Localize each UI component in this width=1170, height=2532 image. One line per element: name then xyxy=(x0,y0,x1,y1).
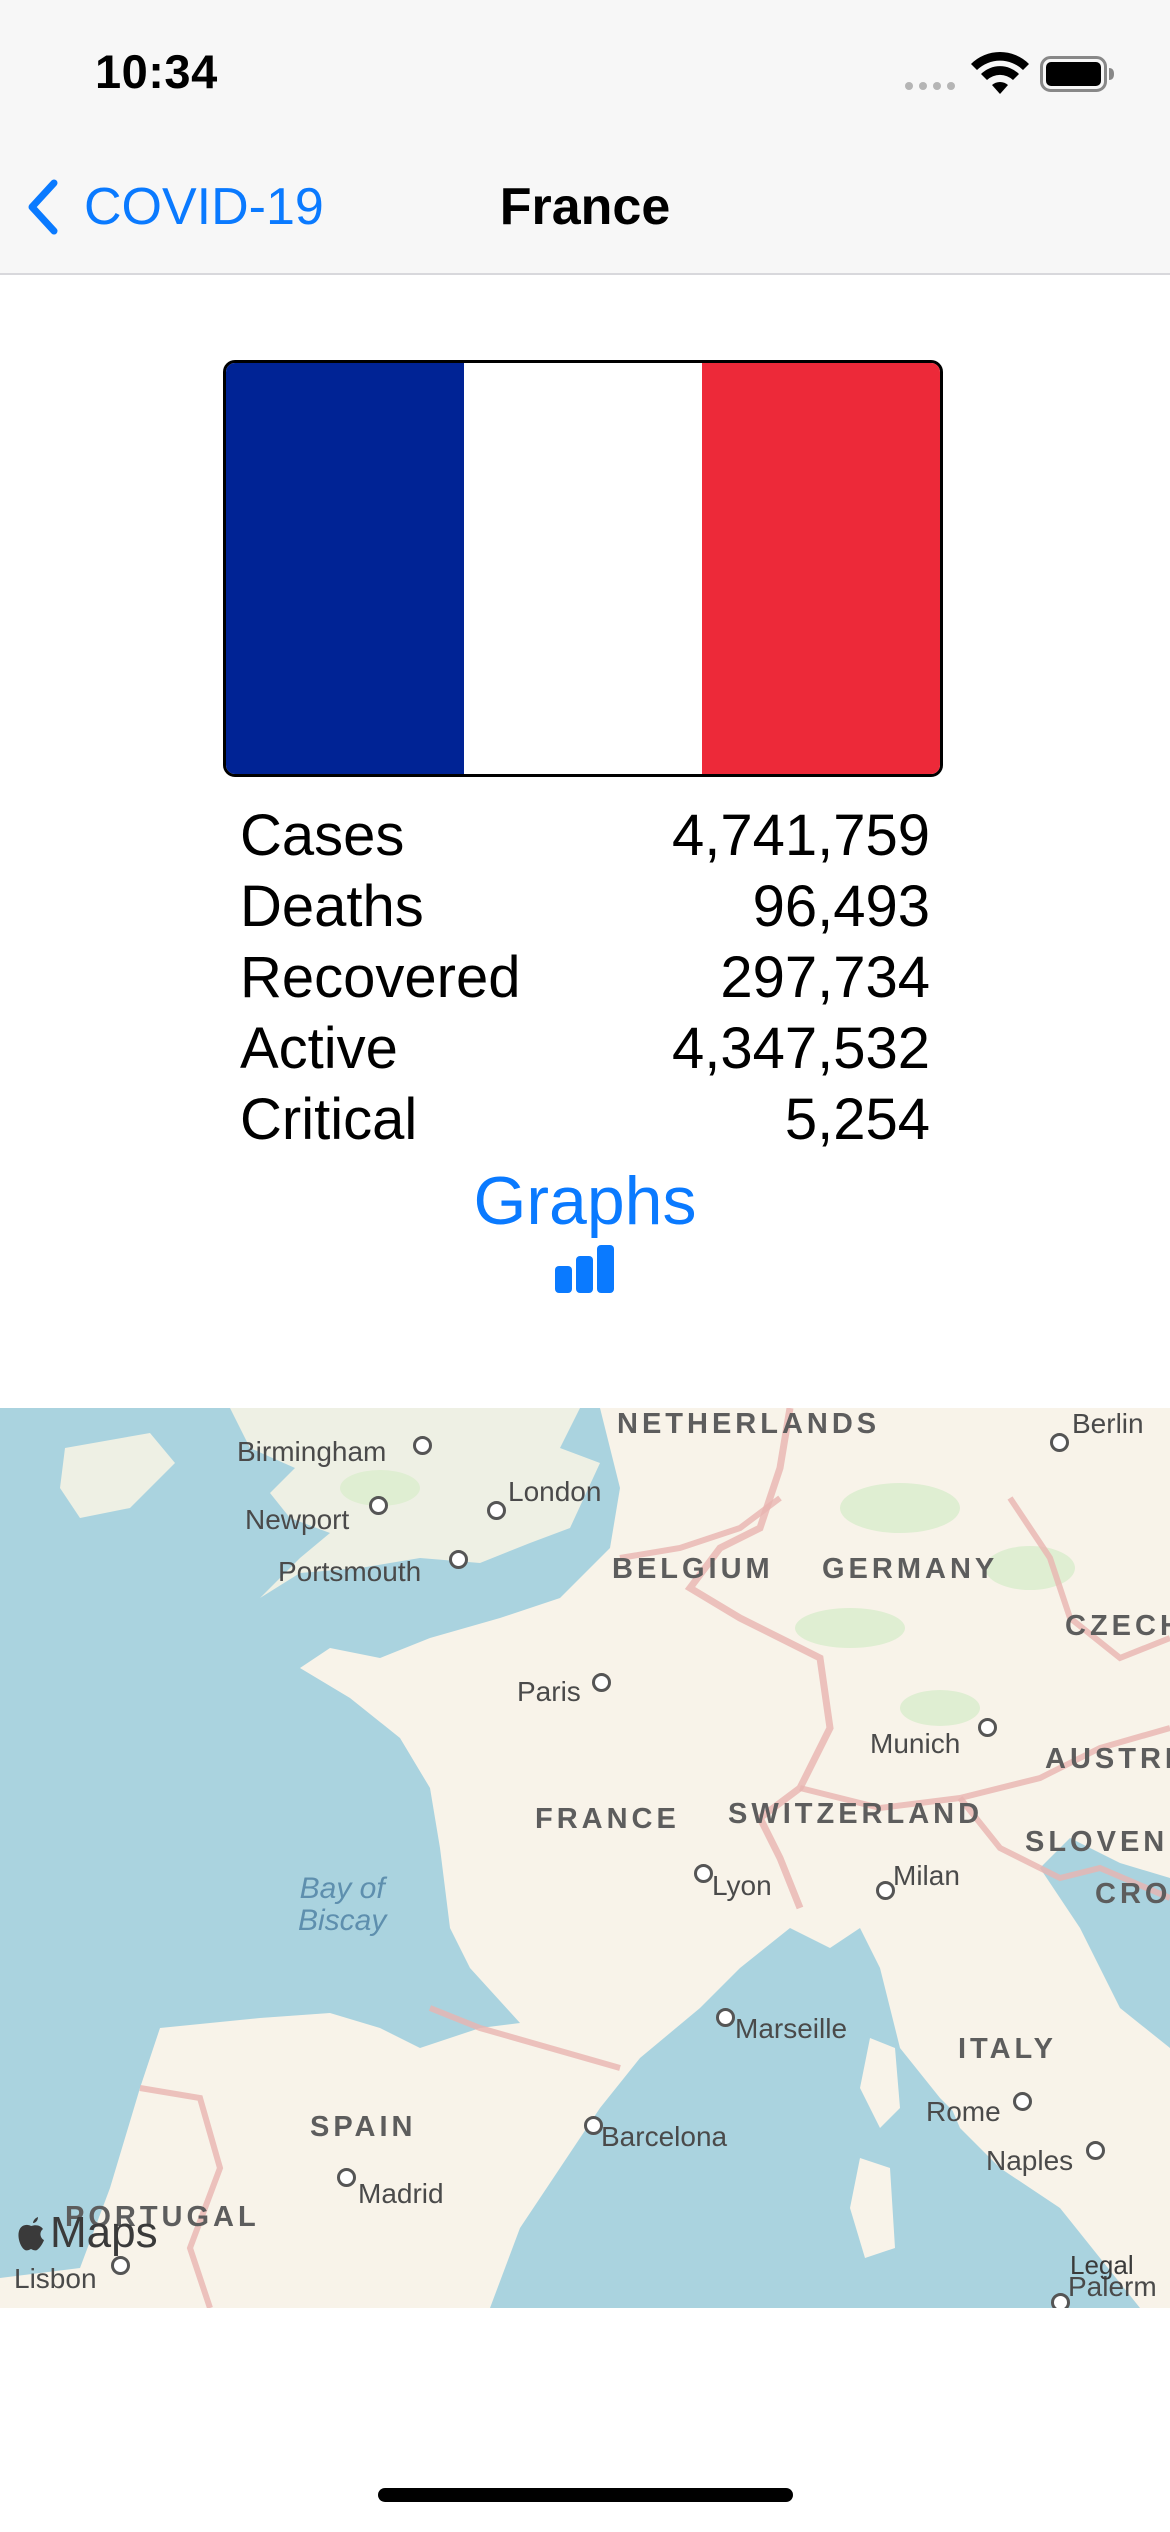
battery-icon xyxy=(1040,56,1114,92)
city-marker-portsmouth xyxy=(449,1550,468,1569)
stat-row-deaths: Deaths 96,493 xyxy=(240,871,930,942)
stat-value: 297,734 xyxy=(720,945,930,1010)
stat-row-recovered: Recovered 297,734 xyxy=(240,942,930,1013)
home-indicator[interactable] xyxy=(378,2488,793,2502)
country-flag xyxy=(223,360,943,777)
city-marker-milan xyxy=(876,1881,895,1900)
map-label-newport: Newport xyxy=(245,1504,350,1535)
map-label-lyon: Lyon xyxy=(712,1870,772,1901)
city-marker-palermo xyxy=(1051,2293,1070,2308)
map-label-portugal: PORTUGAL xyxy=(65,2201,260,2233)
map-label-munich: Munich xyxy=(870,1728,961,1759)
map-terrain xyxy=(0,1408,1170,2308)
flag-stripe-red xyxy=(702,363,940,774)
navigation-bar: COVID-19 France xyxy=(0,142,1170,275)
map-view[interactable]: NETHERLANDS BELGIUM GERMANY CZECH AUSTRI… xyxy=(0,1408,1170,2308)
graphs-button[interactable]: Graphs xyxy=(0,1158,1170,1299)
stat-value: 96,493 xyxy=(752,874,930,939)
water-label-line-1: Bay of xyxy=(299,1872,385,1905)
map-label-bay-of-biscay: Bay of Biscay xyxy=(298,1873,386,1937)
flag-stripe-white xyxy=(464,363,702,774)
wifi-icon xyxy=(971,51,1029,94)
maps-logo: Maps xyxy=(14,2208,158,2258)
stat-value: 5,254 xyxy=(784,1087,930,1152)
flag-stripe-blue xyxy=(226,363,464,774)
status-time: 10:34 xyxy=(95,45,218,98)
city-marker-lisbon xyxy=(111,2256,130,2275)
map-label-croatia: CROA xyxy=(1095,1878,1170,1910)
stat-label: Cases xyxy=(240,803,405,868)
stat-label: Active xyxy=(240,1016,398,1081)
water-label-line-2: Biscay xyxy=(298,1904,387,1937)
map-label-palermo: Palerm xyxy=(1068,2271,1157,2302)
chevron-left-icon xyxy=(28,179,58,235)
stat-label: Critical xyxy=(240,1087,418,1152)
city-marker-munich xyxy=(978,1718,997,1737)
stat-value: 4,347,532 xyxy=(671,1016,930,1081)
map-label-milan: Milan xyxy=(893,1860,960,1891)
city-marker-rome xyxy=(1013,2092,1032,2111)
map-label-berlin: Berlin xyxy=(1072,1408,1144,1439)
map-label-madrid: Madrid xyxy=(358,2178,444,2209)
map-label-netherlands: NETHERLANDS xyxy=(617,1408,881,1440)
map-label-italy: ITALY xyxy=(958,2033,1057,2065)
city-marker-london xyxy=(487,1501,506,1520)
map-label-barcelona: Barcelona xyxy=(601,2121,728,2152)
map-label-czech: CZECH xyxy=(1065,1610,1170,1642)
city-marker-birmingham xyxy=(413,1436,432,1455)
city-marker-lyon xyxy=(694,1864,713,1883)
map-label-belgium: BELGIUM xyxy=(612,1553,774,1585)
back-button[interactable]: COVID-19 xyxy=(24,172,324,242)
map-label-austria: AUSTRI xyxy=(1045,1743,1170,1775)
status-bar: 10:34 xyxy=(0,0,1170,142)
map-label-germany: GERMANY xyxy=(822,1553,999,1585)
map-label-marseille: Marseille xyxy=(735,2013,848,2044)
city-marker-paris xyxy=(592,1673,611,1692)
city-marker-barcelona xyxy=(584,2116,603,2135)
map-label-birmingham: Birmingham xyxy=(237,1436,387,1467)
city-marker-berlin xyxy=(1050,1433,1069,1452)
stat-row-active: Active 4,347,532 xyxy=(240,1013,930,1084)
page-title: France xyxy=(499,178,671,236)
apple-logo-icon xyxy=(18,2217,44,2251)
stat-row-cases: Cases 4,741,759 xyxy=(240,800,930,871)
cellular-signal-icon xyxy=(905,82,955,90)
map-label-portsmouth: Portsmouth xyxy=(278,1556,422,1587)
map-label-lisbon: Lisbon xyxy=(14,2263,97,2294)
map-label-rome: Rome xyxy=(926,2096,1001,2127)
map-label-spain: SPAIN xyxy=(310,2111,417,2143)
bar-chart-icon xyxy=(555,1245,614,1293)
stat-row-critical: Critical 5,254 xyxy=(240,1084,930,1155)
stat-label: Deaths xyxy=(240,874,424,939)
map-label-slovenia: SLOVENI xyxy=(1025,1826,1170,1858)
city-marker-naples xyxy=(1086,2141,1105,2160)
stats-list: Cases 4,741,759 Deaths 96,493 Recovered … xyxy=(240,800,930,1155)
map-label-paris: Paris xyxy=(517,1676,581,1707)
back-button-label: COVID-19 xyxy=(84,178,324,236)
stat-label: Recovered xyxy=(240,945,521,1010)
city-marker-newport xyxy=(369,1496,388,1515)
stat-value: 4,741,759 xyxy=(671,803,930,868)
city-marker-marseille xyxy=(716,2008,735,2027)
graphs-label: Graphs xyxy=(473,1163,697,1239)
map-label-switzerland: SWITZERLAND xyxy=(728,1798,984,1830)
maps-logo-text: Maps xyxy=(50,2208,158,2257)
city-marker-madrid xyxy=(337,2168,356,2187)
map-label-france: FRANCE xyxy=(535,1803,680,1835)
map-label-naples: Naples xyxy=(986,2145,1074,2176)
legal-link[interactable]: Legal xyxy=(1070,2250,1134,2280)
map-label-london: London xyxy=(508,1476,602,1507)
